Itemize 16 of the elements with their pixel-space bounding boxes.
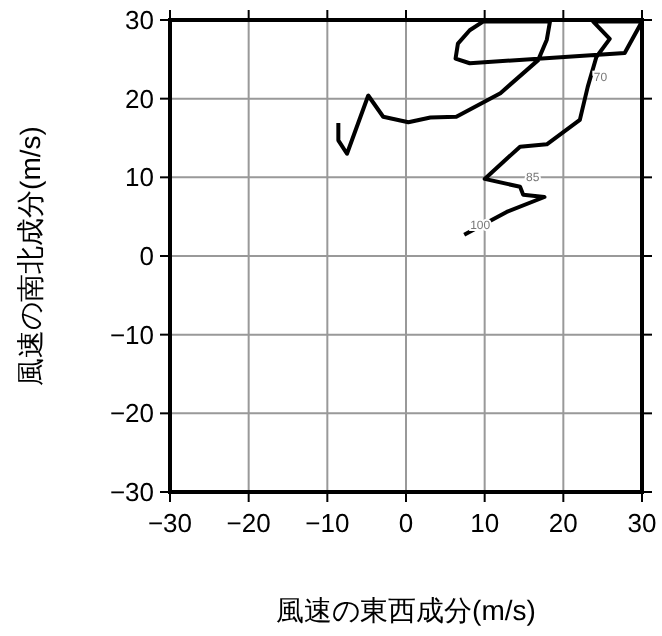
y-tick-label: 30 [125,5,154,35]
x-tick-label: −20 [226,508,271,538]
y-tick-label: −30 [109,477,154,507]
y-tick-label: −10 [109,319,154,350]
x-tick-label: 20 [548,508,578,538]
x-tick-label: −10 [305,508,350,538]
x-axis-title: 風速の東西成分(m/s) [276,594,536,626]
x-tick-label: 30 [627,508,657,538]
x-tick-label: −30 [147,508,193,538]
y-tick-label: 10 [125,162,154,193]
x-tick-label: 0 [398,508,414,538]
y-tick-label: 0 [139,241,154,271]
y-axis-title: 風速の南北成分(m/s) [14,126,46,386]
y-tick-label: 20 [125,83,154,114]
y-tick-label: −20 [109,398,154,429]
x-tick-label: 10 [470,508,500,538]
